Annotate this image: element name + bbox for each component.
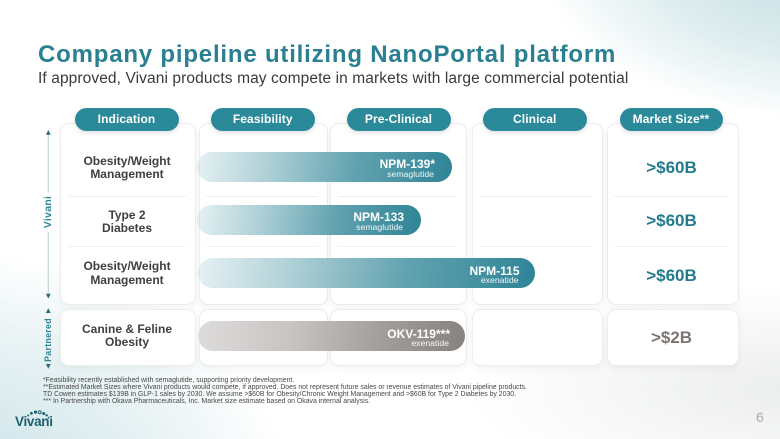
- svg-text:Vivani: Vivani: [15, 414, 53, 429]
